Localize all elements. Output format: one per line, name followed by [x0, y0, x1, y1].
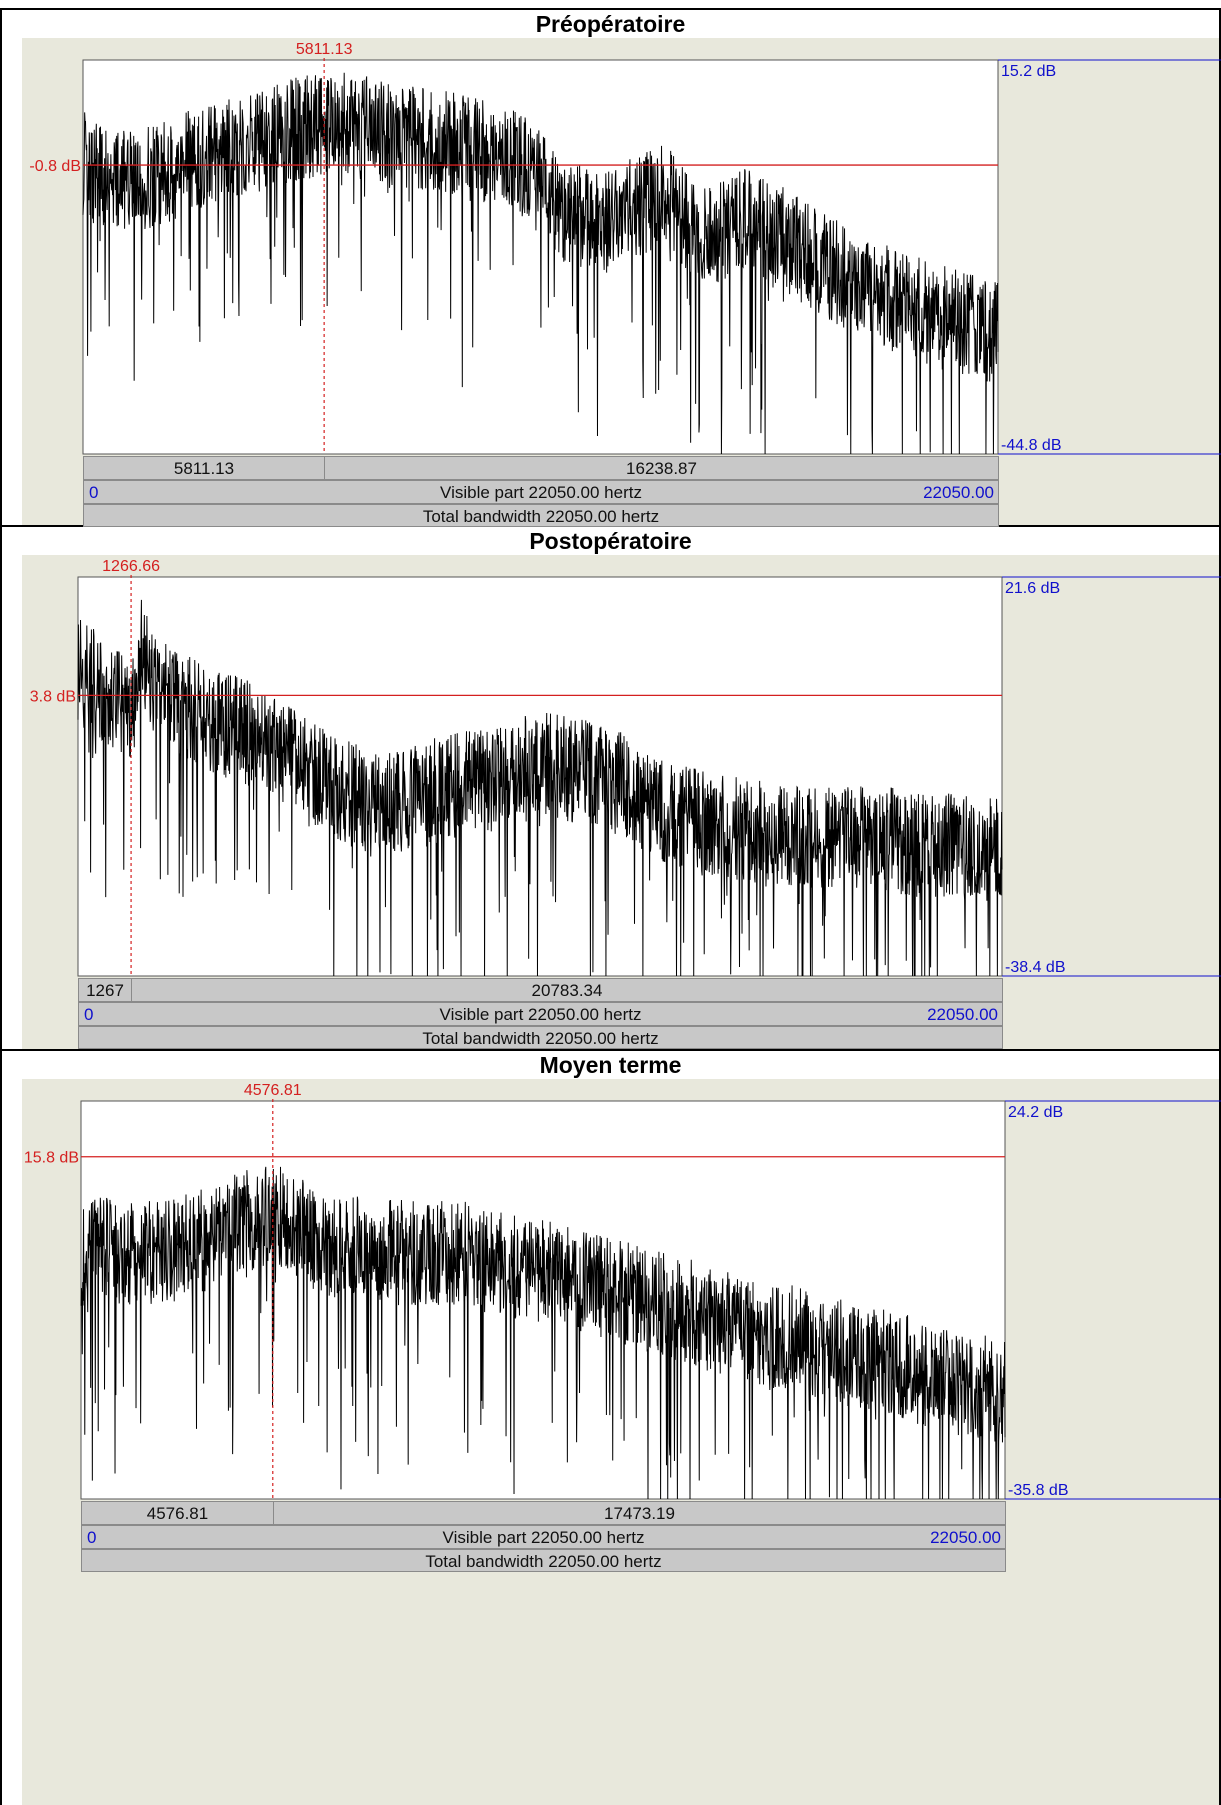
level-cursor-label: 3.8 dB [30, 688, 76, 705]
cursor-segment-bar: 1267 20783.34 [78, 978, 1003, 1002]
visible-part-bar: 0 Visible part 22050.00 hertz 22050.00 [83, 480, 999, 504]
y-min-label: -44.8 dB [1001, 437, 1061, 454]
frequency-cursor-label: 1266.66 [102, 558, 160, 575]
plot-background [77, 576, 1003, 977]
chart-area: -0.8 dB 5811.13 15.2 dB -44.8 dB 5811.13 16… [22, 38, 1221, 527]
level-cursor-label: -0.8 dB [29, 158, 81, 175]
segment-left-value: 4576.81 [146, 1504, 209, 1523]
y-max-label: 21.6 dB [1005, 580, 1060, 597]
y-max-label: 24.2 dB [1008, 1104, 1063, 1121]
spectrum-plot[interactable]: 15.8 dB 4576.81 24.2 dB -35.8 dB [22, 1079, 1221, 1805]
x-start-label: 0 [89, 483, 99, 502]
segment-right-value: 20783.34 [531, 981, 603, 1000]
y-max-label: 15.2 dB [1001, 63, 1056, 80]
frequency-cursor-label: 4576.81 [244, 1082, 302, 1099]
chart-title: Moyen terme [2, 1051, 1219, 1079]
total-bandwidth-label: Total bandwidth 22050.00 hertz [422, 507, 660, 526]
total-bandwidth-bar: Total bandwidth 22050.00 hertz [81, 1549, 1006, 1572]
visible-part-bar: 0 Visible part 22050.00 hertz 22050.00 [78, 1002, 1003, 1026]
total-bandwidth-bar: Total bandwidth 22050.00 hertz [83, 504, 999, 527]
visible-part-bar: 0 Visible part 22050.00 hertz 22050.00 [81, 1525, 1006, 1549]
spectrum-trace [82, 72, 999, 455]
spectrum-plot[interactable]: 3.8 dB 1266.66 21.6 dB -38.4 dB [22, 555, 1221, 1049]
chart-title: Préopératoire [2, 10, 1219, 38]
level-cursor-label: 15.8 dB [24, 1150, 79, 1167]
segment-separator [273, 1502, 274, 1524]
cursor-segment-bar: 5811.13 16238.87 [83, 456, 999, 480]
segment-right-value: 16238.87 [626, 459, 697, 478]
segment-separator [131, 979, 132, 1001]
y-min-label: -35.8 dB [1008, 1482, 1068, 1499]
spectrum-trace [80, 1166, 1006, 1500]
visible-part-label: Visible part 22050.00 hertz [440, 483, 642, 502]
spectrum-trace [77, 599, 1003, 977]
panel-preoperatoire: Préopératoire -0.8 dB 5811.13 15.2 dB -44.8… [0, 8, 1221, 527]
chart-area: 3.8 dB 1266.66 21.6 dB -38.4 dB 1267 20783.… [22, 555, 1221, 1049]
segment-left-value: 5811.13 [173, 459, 235, 478]
x-end-label: 22050.00 [927, 1005, 998, 1024]
total-bandwidth-label: Total bandwidth 22050.00 hertz [425, 1552, 662, 1571]
chart-title: Postopératoire [2, 527, 1219, 555]
x-end-label: 22050.00 [923, 483, 994, 502]
segment-right-value: 17473.19 [604, 1504, 675, 1523]
panel-moyen-terme: Moyen terme 15.8 dB 4576.81 24.2 dB -35.8 d… [0, 1051, 1221, 1805]
visible-part-label: Visible part 22050.00 hertz [442, 1528, 645, 1547]
x-end-label: 22050.00 [930, 1528, 1001, 1547]
total-bandwidth-label: Total bandwidth 22050.00 hertz [422, 1029, 659, 1048]
spectrum-plot[interactable]: -0.8 dB 5811.13 15.2 dB -44.8 dB [22, 38, 1221, 526]
panel-postoperatoire: Postopératoire 3.8 dB 1266.66 21.6 dB -38.4… [0, 527, 1221, 1051]
visible-part-label: Visible part 22050.00 hertz [439, 1005, 642, 1024]
frequency-cursor-label: 5811.13 [296, 41, 353, 58]
cursor-segment-bar: 4576.81 17473.19 [81, 1501, 1006, 1525]
x-start-label: 0 [84, 1005, 94, 1024]
y-min-label: -38.4 dB [1005, 959, 1065, 976]
segment-separator [324, 457, 325, 479]
segment-left-value: 1267 [86, 981, 124, 1000]
x-start-label: 0 [87, 1528, 97, 1547]
total-bandwidth-bar: Total bandwidth 22050.00 hertz [78, 1026, 1003, 1049]
chart-area: 15.8 dB 4576.81 24.2 dB -35.8 dB 4576.81 17… [22, 1079, 1221, 1805]
